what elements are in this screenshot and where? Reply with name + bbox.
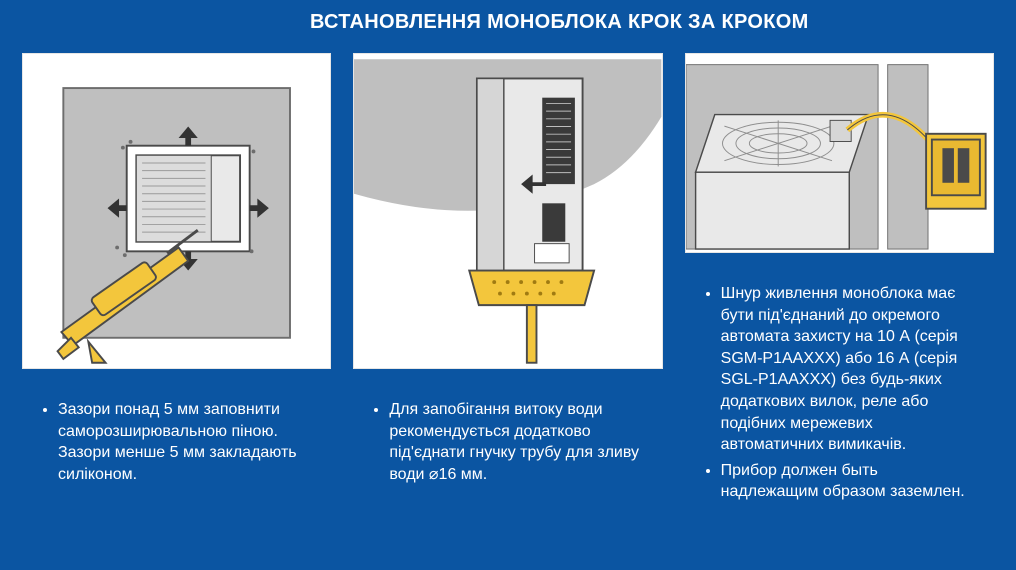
panel-2-caption: Для запобігання витоку води рекомендуєть… (353, 387, 662, 503)
panel-3: Шнур живлення моноблока має бути під'єдн… (685, 53, 994, 521)
panel-2-figure (353, 53, 662, 369)
panel-1: Зазори понад 5 мм заповнити саморозширюв… (22, 53, 331, 521)
page-title: ВСТАНОВЛЕННЯ МОНОБЛОКА КРОК ЗА КРОКОМ (0, 0, 1016, 35)
panel-2-bullet-1: Для запобігання витоку води рекомендуєть… (389, 399, 646, 485)
drain-hose-diagram-icon (354, 54, 661, 368)
panel-3-figure (685, 53, 994, 253)
panel-2: Для запобігання витоку води рекомендуєть… (353, 53, 662, 521)
power-cable-diagram-icon (686, 54, 993, 252)
panel-3-bullet-1: Шнур живлення моноблока має бути під'єдн… (721, 283, 978, 456)
caulk-gun-diagram-icon (23, 54, 330, 368)
panel-3-bullet-2: Прибор должен быть надлежащим образом за… (721, 460, 978, 503)
panel-1-figure (22, 53, 331, 369)
panel-columns: Зазори понад 5 мм заповнити саморозширюв… (0, 35, 1016, 521)
panel-1-caption: Зазори понад 5 мм заповнити саморозширюв… (22, 387, 331, 503)
panel-3-caption: Шнур живлення моноблока має бути під'єдн… (685, 271, 994, 521)
installation-guide-page: ВСТАНОВЛЕННЯ МОНОБЛОКА КРОК ЗА КРОКОМ (0, 0, 1016, 570)
panel-1-bullet-1: Зазори понад 5 мм заповнити саморозширюв… (58, 399, 315, 485)
